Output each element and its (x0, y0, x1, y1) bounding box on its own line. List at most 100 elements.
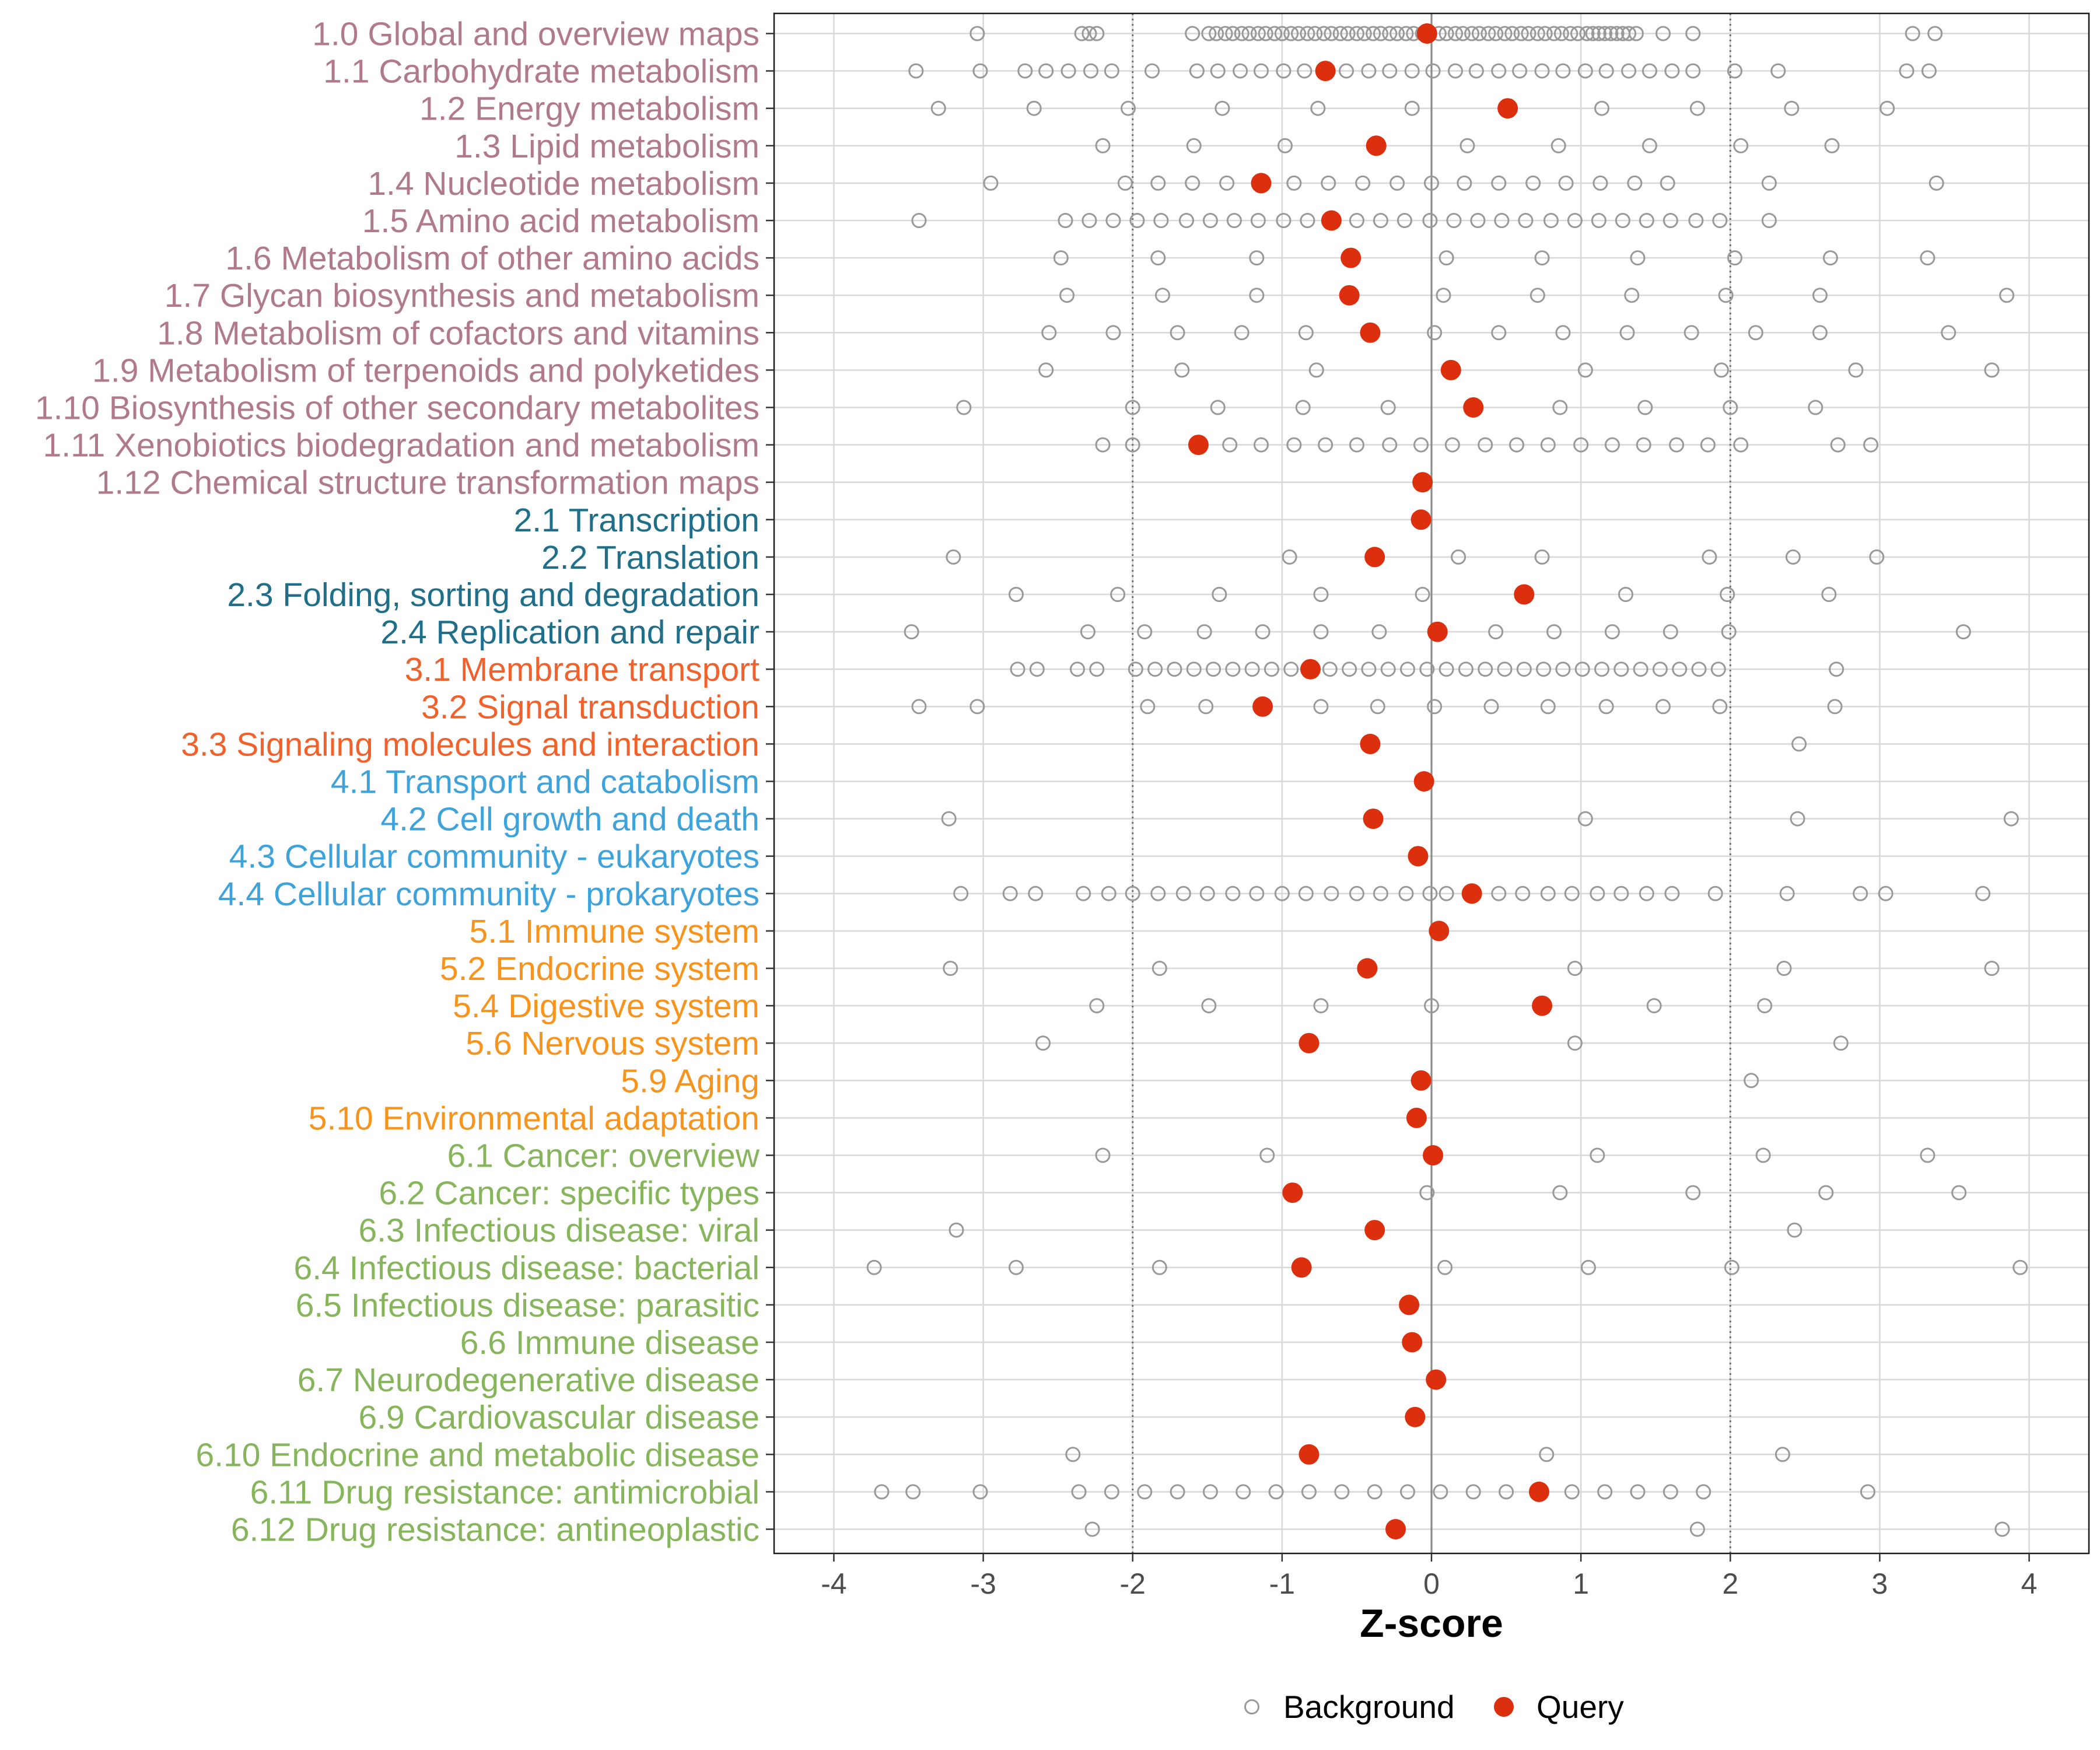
legend-background-label: Background (1283, 1689, 1455, 1725)
background-point (1150, 175, 1166, 191)
query-point (1298, 1032, 1320, 1054)
background-point (1225, 886, 1241, 901)
background-point (1491, 325, 1507, 341)
background-point (1534, 250, 1550, 266)
background-point (1095, 1147, 1111, 1163)
background-point (1438, 250, 1454, 266)
x-tick-label: -2 (1119, 1567, 1145, 1600)
background-point (1470, 213, 1486, 228)
background-point (1283, 26, 1299, 41)
background-point (1570, 26, 1586, 41)
background-point (1236, 1484, 1251, 1500)
background-point (1905, 26, 1920, 41)
background-point (1447, 26, 1463, 41)
background-point (1419, 662, 1435, 677)
background-point (1298, 886, 1314, 901)
background-point (953, 886, 969, 901)
background-point (1984, 362, 2000, 378)
background-point (1458, 662, 1474, 677)
background-point (1504, 26, 1520, 41)
background-point (1404, 63, 1420, 79)
background-point (1390, 26, 1405, 41)
background-point (1591, 26, 1606, 41)
background-point (1255, 624, 1270, 640)
background-point (1125, 437, 1140, 453)
background-point (1178, 213, 1194, 228)
background-point (1342, 662, 1357, 677)
background-point (1084, 1521, 1100, 1537)
background-point (874, 1484, 890, 1500)
background-point (1212, 587, 1227, 602)
background-point (1639, 886, 1654, 901)
background-point (956, 400, 972, 415)
background-point (1516, 662, 1532, 677)
background-point (1065, 1447, 1081, 1462)
y-tick-label: 1.12 Chemical structure transformation m… (96, 464, 760, 502)
background-point (911, 699, 927, 715)
background-point (1770, 63, 1786, 79)
background-point (1830, 437, 1846, 453)
background-point (1689, 100, 1705, 116)
background-point (1128, 662, 1143, 677)
background-point (1564, 1484, 1580, 1500)
background-point (1577, 811, 1593, 827)
y-tick-label: 5.9 Aging (621, 1062, 760, 1100)
background-point (1827, 699, 1843, 715)
background-point (1298, 325, 1314, 341)
background-point (1597, 26, 1613, 41)
x-tick-label: 3 (1872, 1567, 1888, 1600)
background-point (1071, 1484, 1087, 1500)
y-tick-label: 1.1 Carbohydrate metabolism (323, 53, 760, 90)
background-point (1382, 26, 1398, 41)
y-tick-label: 1.10 Biosynthesis of other secondary met… (35, 390, 760, 427)
background-point (1059, 288, 1075, 303)
background-point (1038, 63, 1054, 79)
background-point (1733, 138, 1749, 153)
background-point (1340, 26, 1356, 41)
y-tick-label: 1.7 Glycan biosynthesis and metabolism (164, 277, 760, 314)
background-point (1637, 400, 1653, 415)
background-point (1639, 213, 1654, 228)
background-point (1321, 175, 1336, 191)
background-point (1082, 213, 1097, 228)
background-point (1322, 662, 1338, 677)
background-point (1214, 100, 1230, 116)
background-point (1564, 886, 1580, 901)
background-point (1035, 1035, 1051, 1051)
background-point (1508, 437, 1524, 453)
x-axis-title: Z-score (1360, 1601, 1503, 1646)
background-point (1415, 587, 1430, 602)
background-point (1234, 325, 1250, 341)
background-point (1300, 26, 1315, 41)
background-point (1380, 400, 1396, 415)
background-point (1627, 175, 1643, 191)
background-point (1438, 886, 1454, 901)
query-point (1427, 621, 1448, 642)
background-point (1941, 325, 1957, 341)
y-tick-label: 1.9 Metabolism of terpenoids and polyket… (92, 352, 760, 389)
query-point (1440, 359, 1461, 380)
background-point (1664, 886, 1680, 901)
background-point (1373, 213, 1388, 228)
background-point (1691, 662, 1707, 677)
background-point (1104, 63, 1119, 79)
background-point (1196, 624, 1212, 640)
background-point (1349, 26, 1364, 41)
background-point (1104, 1484, 1119, 1500)
background-point (1863, 437, 1879, 453)
background-point (1609, 26, 1625, 41)
background-point (1615, 213, 1630, 228)
query-point (1399, 1294, 1420, 1315)
x-tick-label: -3 (970, 1567, 996, 1600)
background-point (1089, 998, 1105, 1014)
x-tick-label: 0 (1423, 1567, 1440, 1600)
background-point (1419, 1185, 1435, 1200)
background-point (1598, 699, 1614, 715)
background-point (1604, 437, 1620, 453)
background-point (1105, 213, 1121, 228)
background-point (1555, 63, 1571, 79)
background-point (1499, 1484, 1514, 1500)
y-tick-label: 6.3 Infectious disease: viral (358, 1212, 760, 1250)
background-point (1254, 437, 1269, 453)
background-point (1684, 325, 1699, 341)
